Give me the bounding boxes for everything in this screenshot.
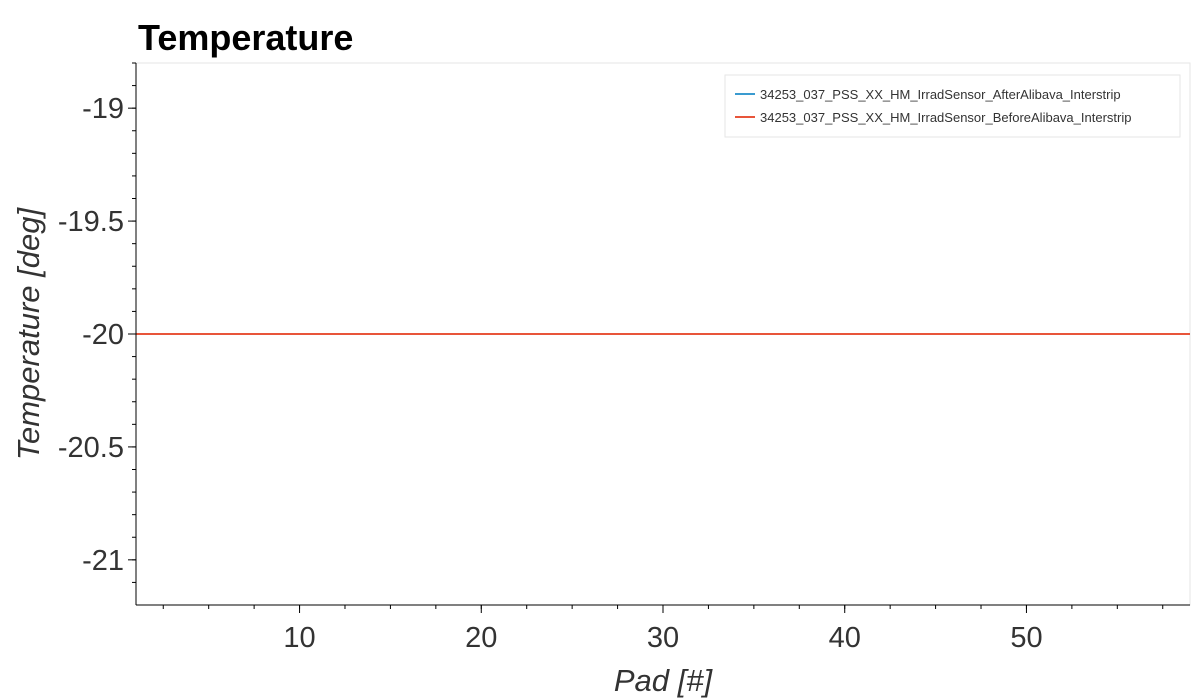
- legend[interactable]: 34253_037_PSS_XX_HM_IrradSensor_AfterAli…: [724, 74, 1181, 138]
- x-axis: 10 20 30 40 50: [136, 604, 1190, 654]
- y-tick-label: -21: [82, 545, 124, 577]
- y-tick-label: -20: [82, 319, 124, 351]
- y-tick-label: -19: [82, 93, 124, 125]
- y-tick-label: -20.5: [58, 432, 124, 464]
- x-axis-label: Pad [#]: [614, 663, 714, 698]
- legend-box: [724, 74, 1181, 138]
- legend-label-before-alibava[interactable]: 34253_037_PSS_XX_HM_IrradSensor_BeforeAl…: [760, 110, 1131, 125]
- x-tick-label: 40: [829, 622, 861, 654]
- y-tick-label: -19.5: [58, 206, 124, 238]
- x-tick-label: 10: [283, 622, 315, 654]
- chart-title: Temperature: [138, 17, 353, 58]
- x-tick-label: 20: [465, 622, 497, 654]
- x-tick-label: 30: [647, 622, 679, 654]
- legend-label-after-alibava[interactable]: 34253_037_PSS_XX_HM_IrradSensor_AfterAli…: [760, 87, 1121, 102]
- x-tick-label: 50: [1010, 622, 1042, 654]
- y-axis-label: Temperature [deg]: [11, 207, 46, 461]
- y-axis: -19 -19.5 -20 -20.5 -21: [58, 62, 137, 605]
